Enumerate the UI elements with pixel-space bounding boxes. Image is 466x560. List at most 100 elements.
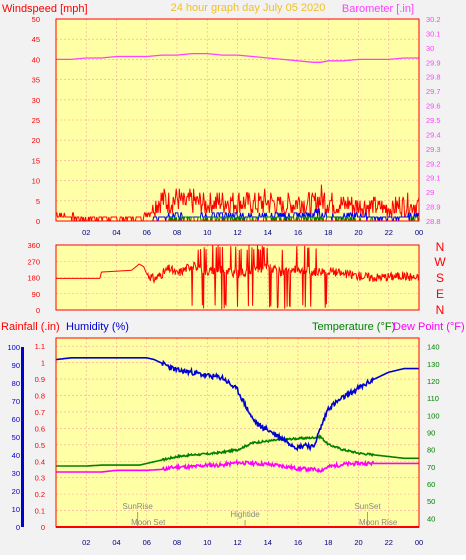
rainfall-tick: 0.7 — [35, 408, 45, 417]
wind-tick-20: 20 — [32, 136, 40, 145]
wind-x-tick: 12 — [233, 228, 241, 237]
temperature-x-axis: 02 04 06 08 10 12 14 16 18 20 22 00 — [82, 538, 423, 547]
wind-tick-10: 10 — [32, 177, 40, 186]
barometer-tick: 29.7 — [426, 87, 441, 96]
compass-e: E — [436, 287, 444, 301]
temperature-x-tick: 16 — [294, 538, 302, 547]
rainfall-tick: 0 — [41, 523, 45, 532]
rainfall-tick: 0.8 — [35, 392, 45, 401]
wind-x-tick: 06 — [143, 228, 151, 237]
barometer-tick: 29.8 — [426, 73, 441, 82]
wind-tick-15: 15 — [32, 156, 40, 165]
direction-panel-frame — [55, 244, 420, 311]
temperature-tick: 120 — [427, 377, 440, 386]
wind-x-tick: 02 — [82, 228, 90, 237]
wind-tick-0: 0 — [36, 217, 40, 226]
rainfall-tick: 0.3 — [35, 474, 45, 483]
humidity-line — [55, 357, 419, 452]
temperature-x-tick: 12 — [233, 538, 241, 547]
rainfall-axis-label: Rainfall (.in) — [1, 321, 60, 333]
wind-direction-line — [56, 244, 420, 310]
barometer-tick: 28.9 — [426, 203, 441, 212]
humidity-tick: 10 — [12, 505, 20, 514]
barometer-tick: 29.3 — [426, 145, 441, 154]
temperature-x-tick: 22 — [385, 538, 393, 547]
barometer-tick: 28.8 — [426, 217, 441, 226]
humidity-tick: 50 — [12, 433, 20, 442]
compass-n-top: N — [436, 240, 445, 254]
temperature-tick: 140 — [427, 343, 440, 352]
direction-y-axis: 0 90 180 270 360 — [27, 241, 40, 315]
barometer-tick: 29.1 — [426, 174, 441, 183]
rainfall-tick: 0.5 — [35, 441, 45, 450]
hightide-label: Hightide — [230, 510, 260, 519]
wind-x-axis: 02 04 06 08 10 12 14 16 18 20 22 00 — [82, 228, 423, 237]
wind-tick-45: 45 — [32, 35, 40, 44]
barometer-axis-label: Barometer [.in] — [342, 3, 414, 15]
humidity-tick: 60 — [12, 415, 20, 424]
wind-panel-frame — [55, 18, 420, 222]
wind-gust-line — [56, 184, 420, 222]
humidity-scale-bar — [21, 347, 24, 527]
temperature-x-tick: 18 — [324, 538, 332, 547]
rainfall-tick: 0.6 — [35, 424, 45, 433]
humidity-axis-label: Humidity (%) — [66, 321, 129, 333]
graph-title: 24 hour graph day July 05 2020 — [171, 2, 326, 14]
barometer-tick: 30.1 — [426, 29, 441, 38]
humidity-tick: 90 — [12, 361, 20, 370]
temperature-tick: 50 — [427, 497, 435, 506]
compass-n-bottom: N — [436, 303, 445, 317]
barometer-line — [56, 52, 419, 63]
compass-w: W — [434, 255, 446, 269]
rainfall-tick: 0.9 — [35, 375, 45, 384]
temperature-line — [56, 434, 419, 467]
direction-tick-0: 0 — [36, 306, 40, 315]
barometer-tick: 29.5 — [426, 116, 441, 125]
rainfall-y-axis: 0 0.1 0.2 0.3 0.4 0.5 0.6 0.7 0.8 0.9 1 1.1 — [35, 342, 45, 532]
sunrise-label: SunRise — [123, 502, 154, 511]
temperature-tick: 100 — [427, 411, 440, 420]
temperature-x-tick: 08 — [173, 538, 181, 547]
direction-tick-180: 180 — [27, 274, 40, 283]
sunset-label: SunSet — [354, 502, 381, 511]
rainfall-tick: 0.4 — [35, 457, 45, 466]
direction-tick-270: 270 — [27, 257, 40, 266]
rainfall-tick: 1.1 — [35, 342, 45, 351]
wind-x-tick: 08 — [173, 228, 181, 237]
humidity-tick: 40 — [12, 451, 20, 460]
wind-x-tick: 20 — [354, 228, 362, 237]
temperature-tick: 90 — [427, 429, 435, 438]
barometer-tick: 30 — [426, 44, 434, 53]
humidity-tick: 80 — [12, 379, 20, 388]
wind-tick-30: 30 — [32, 96, 40, 105]
temperature-x-tick: 10 — [203, 538, 211, 547]
moonrise-label: Moon Rise — [359, 518, 398, 527]
wind-x-tick: 04 — [112, 228, 120, 237]
humidity-tick: 20 — [12, 487, 20, 496]
temperature-x-tick: 00 — [415, 538, 423, 547]
barometer-tick: 29.4 — [426, 130, 441, 139]
direction-series-group — [56, 244, 420, 310]
humidity-tick: 30 — [12, 469, 20, 478]
wind-tick-5: 5 — [36, 197, 40, 206]
dewpoint-line — [56, 458, 419, 474]
wind-tick-35: 35 — [32, 76, 40, 85]
barometer-tick: 29.6 — [426, 102, 441, 111]
barometer-tick: 29.2 — [426, 159, 441, 168]
humidity-tick: 70 — [12, 397, 20, 406]
temperature-tick: 130 — [427, 360, 440, 369]
barometer-tick: 29 — [426, 188, 434, 197]
rainfall-tick: 0.2 — [35, 490, 45, 499]
rainfall-tick: 0.1 — [35, 507, 45, 516]
temperature-tick: 70 — [427, 463, 435, 472]
barometer-y-axis: 28.8 28.9 29 29.1 29.2 29.3 29.4 29.5 29.6 29.7 29… — [426, 15, 441, 226]
wind-tick-50: 50 — [32, 15, 40, 24]
temperature-x-tick: 02 — [82, 538, 90, 547]
wind-x-tick: 10 — [203, 228, 211, 237]
humidity-y-axis: 0 10 20 30 40 50 60 70 80 90 100 — [7, 343, 24, 532]
wind-y-axis: 0 5 10 15 20 25 30 35 40 45 50 — [32, 15, 40, 226]
barometer-tick: 29.9 — [426, 58, 441, 67]
temperature-panel-frame — [55, 337, 420, 528]
